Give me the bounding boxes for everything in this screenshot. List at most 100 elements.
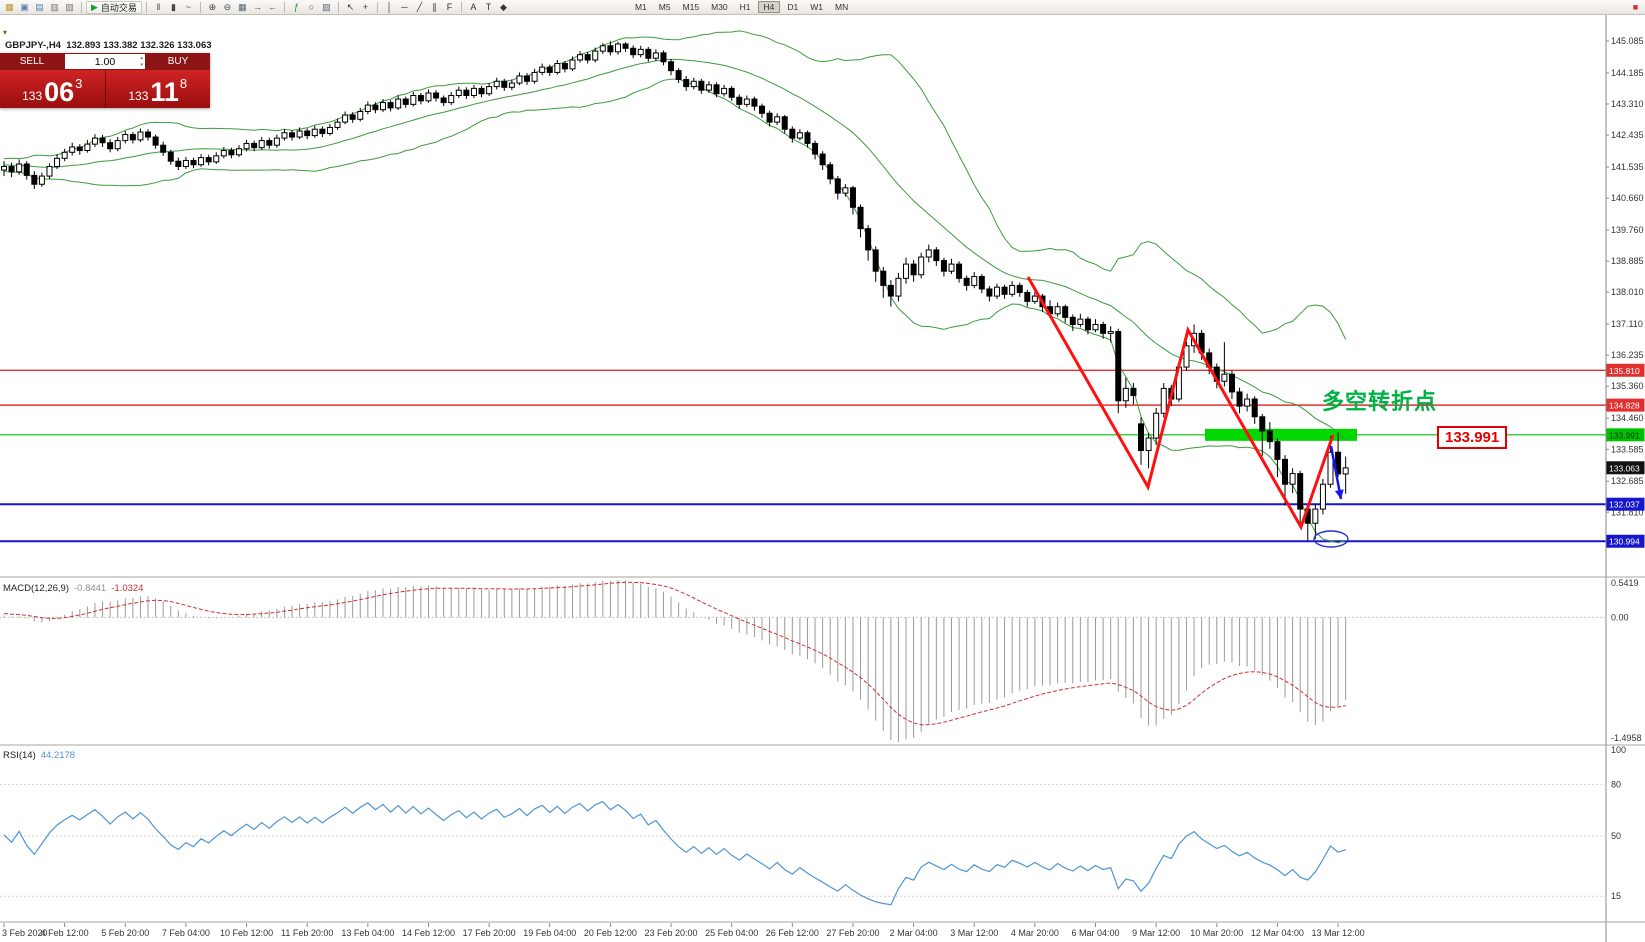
price-tag (1606, 428, 1645, 442)
svg-text:6 Mar 04:00: 6 Mar 04:00 (1072, 928, 1120, 938)
volume-value: 1.00 (94, 55, 116, 68)
rsi-name: RSI(14) (3, 750, 36, 761)
indicators-icon[interactable]: ƒ (293, 1, 299, 12)
shapes-icon[interactable]: ◆ (499, 1, 507, 12)
svg-text:11 Feb 20:00: 11 Feb 20:00 (281, 928, 333, 938)
periods-icon[interactable]: ○ (308, 1, 315, 12)
timeframe-m30-button[interactable]: M30 (711, 2, 728, 12)
toolbar: ▦ ▣ ▤ ▥ ▧ ▶ 自动交易 ‖ ▮ ~ ⊕ ⊖ ▦ → ← ƒ ○ ▨ ↖ + │ ─ ╱ ∥ F A T ◆ M1 M5 M15 M3… (0, 0, 1645, 15)
macd-indicator-label: MACD(12,26,9) -0.8441 -1.0324 (3, 583, 143, 594)
candle-chart-icon[interactable]: ▮ (170, 1, 176, 12)
candlesticks (1, 41, 1349, 542)
chart-ohlc-label: GBPJPY-,H4 132.893 133.382 132.326 133.0… (5, 40, 212, 51)
price-tag (1606, 497, 1645, 511)
volume-up-icon[interactable]: ▴ (140, 55, 143, 61)
svg-text:141.535: 141.535 (1611, 162, 1644, 172)
toolbar-separator (460, 1, 462, 13)
main-plot (0, 30, 1606, 548)
navigator-icon[interactable]: ▧ (65, 1, 74, 12)
svg-text:135.360: 135.360 (1611, 381, 1644, 391)
profiles-icon[interactable]: ▣ (20, 1, 29, 12)
channel-icon[interactable]: ∥ (432, 1, 437, 12)
bollinger-upper-band (3, 30, 1347, 340)
templates-icon[interactable]: ▨ (322, 1, 331, 12)
timeframe-d1-button[interactable]: D1 (787, 2, 799, 12)
timeframe-h4-button[interactable]: H4 (757, 1, 781, 13)
svg-text:4 Mar 20:00: 4 Mar 20:00 (1011, 928, 1059, 938)
text-icon[interactable]: A (470, 1, 477, 12)
svg-text:132.685: 132.685 (1611, 476, 1644, 486)
timeframe-mn-button[interactable]: MN (835, 2, 849, 12)
svg-text:130.994: 130.994 (1609, 537, 1640, 547)
svg-text:145.085: 145.085 (1611, 36, 1644, 46)
svg-text:144.185: 144.185 (1611, 68, 1644, 78)
sell-price-button[interactable]: 133 06 3 (0, 70, 105, 108)
support-zone-rectangle[interactable] (1205, 428, 1357, 441)
svg-text:133.585: 133.585 (1611, 444, 1644, 454)
svg-text:133.991: 133.991 (1609, 430, 1640, 440)
svg-text:100: 100 (1611, 745, 1626, 755)
timeframe-group: M1 M5 M15 M30 H1 H4 D1 W1 MN (629, 1, 854, 13)
macd-value: -0.8441 (74, 583, 107, 594)
svg-text:13 Mar 12:00: 13 Mar 12:00 (1312, 928, 1365, 938)
ask-point: 8 (179, 76, 188, 91)
line-chart-icon[interactable]: ~ (185, 1, 192, 12)
zoom-out-icon[interactable]: ⊖ (223, 1, 232, 12)
volume-down-icon[interactable]: ▾ (140, 62, 143, 68)
stop-icon[interactable]: ■ (1632, 1, 1639, 12)
fibonacci-icon[interactable]: F (446, 1, 453, 12)
svg-text:23 Feb 20:00: 23 Feb 20:00 (645, 928, 698, 938)
trendline-icon[interactable]: ╱ (416, 1, 423, 12)
svg-text:19 Feb 04:00: 19 Feb 04:00 (523, 928, 576, 938)
timeframe-h1-button[interactable]: H1 (739, 2, 751, 12)
red-zigzag-annotation[interactable] (1026, 276, 1335, 531)
svg-text:-1.4958: -1.4958 (1611, 733, 1642, 743)
vertical-line-icon[interactable]: │ (386, 1, 393, 12)
timeframe-m15-button[interactable]: M15 (682, 2, 700, 12)
turning-point-annotation[interactable]: 多空转折点 (1322, 389, 1438, 414)
svg-text:133.063: 133.063 (1609, 463, 1640, 473)
svg-text:4 Feb 12:00: 4 Feb 12:00 (41, 928, 89, 938)
timeframe-m1-button[interactable]: M1 (634, 2, 647, 12)
tile-windows-icon[interactable]: ▦ (238, 1, 247, 12)
auto-trading-label: 自动交易 (100, 2, 137, 13)
toolbar-separator (337, 1, 339, 13)
cursor-icon[interactable]: ↖ (346, 1, 355, 12)
buy-button[interactable]: BUY (146, 53, 210, 70)
zoom-in-icon[interactable]: ⊕ (208, 1, 217, 12)
bid-ask-divider (104, 70, 106, 108)
crosshair-icon[interactable]: + (362, 1, 369, 12)
timeframe-m5-button[interactable]: M5 (658, 2, 671, 12)
svg-text:13 Feb 04:00: 13 Feb 04:00 (341, 928, 394, 938)
timeframe-w1-button[interactable]: W1 (810, 2, 824, 12)
price-callout-label[interactable]: 133.991 (1437, 426, 1508, 449)
bar-chart-icon[interactable]: ‖ (156, 1, 161, 12)
svg-text:5 Feb 20:00: 5 Feb 20:00 (101, 928, 149, 938)
one-click-collapse-icon[interactable]: ▾ (3, 28, 8, 37)
svg-text:17 Feb 20:00: 17 Feb 20:00 (463, 928, 516, 938)
rsi-line (3, 800, 1346, 906)
toolbar-separator (81, 1, 82, 13)
blue-ellipse-annotation[interactable] (1313, 530, 1349, 548)
macd-histogram (3, 580, 1347, 742)
chart-shift-icon[interactable]: ← (267, 1, 277, 12)
auto-trading-button[interactable]: ▶ 自动交易 (86, 0, 142, 14)
horizontal-line-icon[interactable]: ─ (401, 1, 408, 12)
label-icon[interactable]: T (485, 1, 492, 12)
svg-text:3 Mar 12:00: 3 Mar 12:00 (950, 928, 998, 938)
new-chart-icon[interactable]: ▦ (5, 1, 14, 12)
market-watch-icon[interactable]: ▤ (35, 1, 44, 12)
svg-text:10 Feb 12:00: 10 Feb 12:00 (220, 928, 273, 938)
data-window-icon[interactable]: ▥ (50, 1, 59, 12)
svg-text:27 Feb 20:00: 27 Feb 20:00 (826, 928, 879, 938)
volume-input[interactable]: 1.00 ▴ ▾ (64, 53, 146, 70)
sell-button[interactable]: SELL (0, 53, 64, 70)
svg-text:3 Feb 2020: 3 Feb 2020 (2, 928, 48, 938)
auto-scroll-icon[interactable]: → (252, 1, 262, 12)
volume-spinner[interactable]: ▴ ▾ (140, 55, 143, 69)
price-axis-gutter (1606, 15, 1645, 942)
buy-price-button[interactable]: 133 11 8 (106, 70, 211, 108)
